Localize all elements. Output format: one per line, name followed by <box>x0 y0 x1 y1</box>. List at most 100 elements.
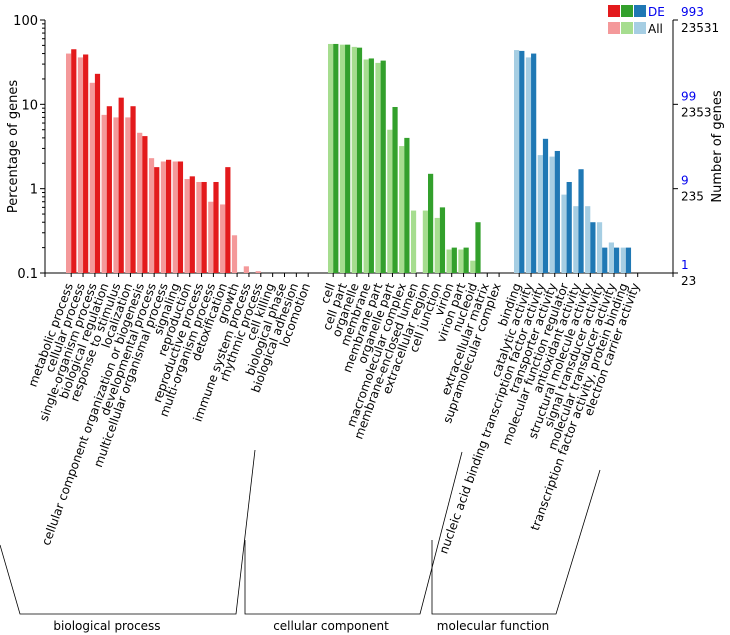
bar-de <box>578 169 584 273</box>
group-title: molecular function <box>437 619 549 633</box>
bar-all <box>196 181 202 273</box>
bar-de <box>614 247 620 273</box>
y-tick-label: 10 <box>21 98 38 113</box>
bar-all <box>458 249 464 273</box>
bar-all <box>160 161 166 273</box>
right-tick-all: 2353 <box>681 105 712 119</box>
legend-swatch-all <box>621 22 633 34</box>
legend: DE All <box>608 5 665 36</box>
bar-all <box>77 57 84 273</box>
group-bracket <box>0 449 256 615</box>
bar-de <box>519 50 525 273</box>
bar-all <box>89 82 95 273</box>
bar-de <box>356 47 363 274</box>
bar-all <box>434 217 440 273</box>
bar-de <box>625 247 632 273</box>
bar-all <box>387 129 393 273</box>
x-tick-label: cell <box>318 281 338 305</box>
bar-de <box>130 106 136 273</box>
bar-de <box>94 73 101 273</box>
bar-all <box>514 50 520 274</box>
bar-all <box>446 249 452 273</box>
bar-all <box>255 271 261 273</box>
bar-de <box>475 222 481 273</box>
bar-all <box>399 146 405 273</box>
bar-de <box>602 247 608 273</box>
bar-all <box>549 156 555 273</box>
group-bracket <box>431 469 601 615</box>
bar-all <box>339 44 346 273</box>
bar-de <box>451 247 457 273</box>
bar-de <box>106 106 112 273</box>
bar-de <box>345 44 351 273</box>
bar-all <box>125 117 131 273</box>
y-axis-title: Percentage of genes <box>6 80 21 213</box>
bar-de <box>404 137 410 273</box>
bar-all <box>184 179 190 273</box>
right-tick-de: 993 <box>681 5 704 19</box>
bar-all <box>525 57 532 273</box>
bar-de <box>428 173 434 273</box>
bar-de <box>463 247 469 273</box>
bar-de <box>118 97 124 273</box>
legend-swatch-de <box>621 5 633 17</box>
bar-de <box>368 58 374 274</box>
bar-all <box>172 161 178 273</box>
bar-de <box>439 207 446 273</box>
bar-all <box>208 201 214 273</box>
bar-de <box>531 53 537 274</box>
group-bracket <box>244 451 463 615</box>
bar-de <box>142 136 148 273</box>
y-tick-label: 100 <box>13 14 38 29</box>
bar-all <box>561 194 567 273</box>
axes: 100 10 1 0.1 993 23531 99 2353 9 235 1 23 Percentage… <box>6 5 725 288</box>
y-axis-right-title: Number of genes <box>710 90 725 203</box>
bar-all <box>328 43 334 274</box>
bar-all <box>351 46 357 273</box>
bar-de <box>566 181 572 273</box>
bar-all <box>596 222 603 273</box>
bar-all <box>66 53 72 274</box>
y-tick-label: 1 <box>30 183 38 198</box>
bar-all <box>422 210 428 273</box>
right-tick-de: 99 <box>681 89 696 103</box>
bar-all <box>410 210 417 273</box>
bar-de <box>154 167 160 273</box>
right-tick-de: 9 <box>681 174 689 188</box>
bar-de <box>333 43 339 274</box>
bar-all <box>363 59 369 273</box>
bars <box>66 43 632 274</box>
bar-de <box>189 176 195 273</box>
bar-de <box>225 167 231 273</box>
bar-all <box>243 266 249 273</box>
bar-all <box>585 206 591 273</box>
bar-de <box>201 181 207 273</box>
bar-de <box>590 222 596 273</box>
bar-all <box>113 117 119 273</box>
right-tick-de: 1 <box>681 258 689 272</box>
bar-de <box>554 150 560 273</box>
group-brackets: biological process cellular component mole… <box>0 449 601 633</box>
bar-all <box>101 114 107 273</box>
bar-de <box>177 161 184 273</box>
bar-all <box>573 206 579 273</box>
right-tick-all: 23531 <box>681 21 719 35</box>
legend-swatch-de <box>634 5 646 17</box>
legend-swatch-de <box>608 5 620 17</box>
bar-all <box>137 132 143 273</box>
right-tick-all: 23 <box>681 274 696 288</box>
legend-label-all: All <box>648 22 663 36</box>
bar-de <box>392 106 398 273</box>
bar-de <box>166 159 172 273</box>
legend-swatch-all <box>634 22 646 34</box>
bar-de <box>380 60 386 274</box>
legend-label-de: DE <box>648 5 665 19</box>
right-tick-all: 235 <box>681 190 704 204</box>
bar-all <box>470 260 476 273</box>
bar-all <box>220 204 226 273</box>
bar-all <box>608 242 614 273</box>
y-tick-label: 0.1 <box>17 267 38 282</box>
bar-all <box>537 155 543 273</box>
